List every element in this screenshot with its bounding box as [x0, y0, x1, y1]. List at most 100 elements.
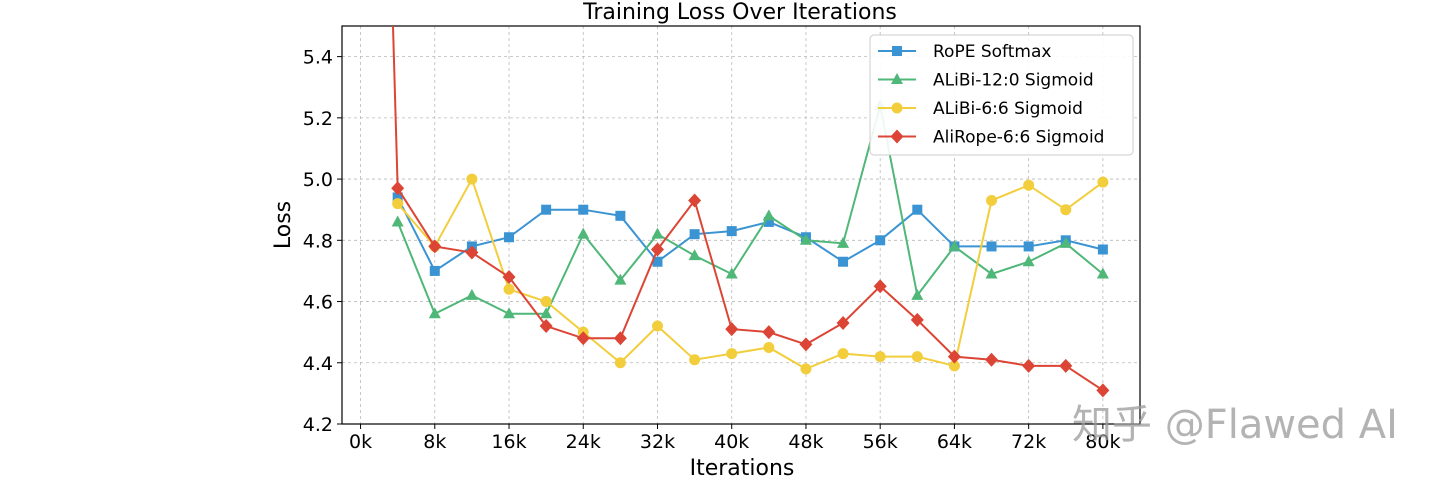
legend-label: RoPE Softmax	[933, 42, 1051, 62]
series-layer	[391, 26, 1110, 398]
data-point	[725, 322, 739, 337]
data-point	[762, 209, 775, 221]
data-point	[466, 173, 478, 185]
x-tick-label: 0k	[349, 431, 372, 453]
x-tick-label: 48k	[788, 431, 823, 453]
data-point	[837, 348, 849, 360]
data-point	[911, 288, 924, 300]
y-axis-title: Loss	[271, 201, 296, 249]
data-point	[428, 307, 441, 319]
y-tick-label: 5.0	[303, 169, 333, 191]
data-point	[763, 216, 774, 227]
x-axis-title: Iterations	[690, 456, 795, 480]
data-point	[613, 331, 627, 346]
data-point	[1059, 358, 1073, 373]
data-point	[763, 341, 775, 353]
y-axis: 4.2 4.4 4.6 4.8 5.0 5.2 5.4	[303, 47, 342, 436]
legend-item: RoPE Softmax	[878, 42, 1051, 62]
data-point	[1022, 358, 1036, 373]
data-point	[986, 195, 998, 207]
data-point	[392, 198, 404, 210]
data-point	[1060, 204, 1072, 216]
data-point	[726, 348, 738, 360]
data-point	[1023, 179, 1035, 191]
series-3	[391, 26, 1110, 398]
legend-box	[869, 34, 1134, 156]
data-point	[1097, 176, 1109, 188]
data-point	[651, 320, 663, 332]
data-point	[912, 204, 923, 215]
data-point	[539, 319, 553, 334]
y-tick-label: 4.6	[303, 292, 333, 314]
x-tick-label: 32k	[640, 431, 675, 453]
data-point	[577, 227, 590, 239]
x-tick-label: 24k	[566, 431, 601, 453]
legend-label: AliRope-6:6 Sigmoid	[933, 128, 1104, 148]
legend-marker	[891, 73, 903, 84]
x-tick-label: 56k	[863, 431, 898, 453]
y-tick-label: 4.4	[303, 353, 333, 375]
legend-item: ALiBi-12:0 Sigmoid	[878, 71, 1094, 91]
x-tick-label: 16k	[491, 431, 526, 453]
data-point	[651, 227, 664, 239]
data-point	[911, 351, 923, 363]
data-point	[689, 229, 700, 240]
legend-marker	[891, 102, 903, 114]
y-tick-label: 4.8	[303, 230, 333, 252]
data-point	[986, 241, 997, 252]
x-tick-label: 64k	[937, 431, 972, 453]
data-point	[725, 267, 738, 279]
data-point	[799, 233, 812, 245]
data-point	[1097, 244, 1108, 255]
data-point	[576, 331, 590, 346]
data-point	[429, 265, 440, 276]
data-point	[391, 215, 404, 227]
data-point	[465, 245, 479, 260]
data-point	[873, 279, 887, 294]
data-point	[836, 315, 850, 330]
data-point	[688, 193, 702, 208]
data-point	[1022, 255, 1035, 267]
plot-frame	[341, 25, 1141, 425]
data-point	[947, 349, 961, 364]
data-point	[689, 354, 701, 366]
x-tick-label: 72k	[1011, 431, 1046, 453]
legend-item: AliRope-6:6 Sigmoid	[878, 128, 1104, 148]
data-point	[948, 239, 961, 251]
data-point	[503, 307, 516, 319]
data-point	[726, 226, 737, 237]
data-point	[799, 337, 813, 352]
legend-label: ALiBi-12:0 Sigmoid	[933, 71, 1094, 91]
series-1	[391, 99, 1109, 319]
series-0	[392, 192, 1108, 276]
y-tick-label: 5.2	[303, 108, 333, 130]
data-point	[578, 204, 589, 215]
x-tick-label: 80k	[1085, 431, 1120, 453]
data-point	[874, 351, 886, 363]
data-point	[652, 256, 663, 267]
data-point	[504, 232, 515, 243]
chart-title: Training Loss Over Iterations	[582, 0, 897, 25]
data-point	[1096, 267, 1109, 279]
series-line	[396, 196, 1104, 273]
data-point	[391, 181, 405, 196]
data-point	[1059, 236, 1072, 248]
data-point	[541, 204, 552, 215]
data-point	[465, 288, 478, 300]
legend-label: ALiBi-6:6 Sigmoid	[933, 99, 1083, 119]
data-point	[615, 210, 626, 221]
data-point	[985, 352, 999, 367]
data-point	[688, 249, 701, 261]
data-point	[948, 360, 960, 372]
legend-marker	[890, 129, 904, 144]
y-tick-label: 5.4	[303, 47, 333, 69]
data-point	[837, 236, 850, 248]
x-tick-label: 40k	[714, 431, 749, 453]
data-point	[910, 312, 924, 327]
data-point	[392, 192, 403, 203]
data-point	[1023, 241, 1034, 252]
data-point	[428, 239, 442, 254]
data-point	[540, 296, 552, 308]
series-2	[392, 173, 1109, 375]
